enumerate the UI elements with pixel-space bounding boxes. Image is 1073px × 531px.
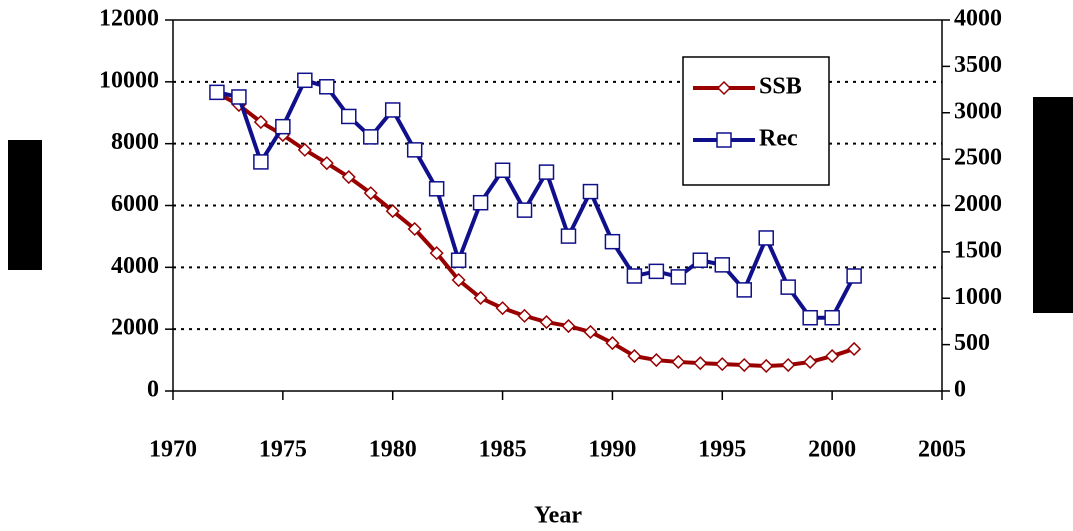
marker bbox=[407, 221, 422, 237]
marker bbox=[363, 186, 378, 201]
marker bbox=[494, 162, 511, 179]
marker bbox=[780, 279, 796, 295]
marker bbox=[385, 204, 400, 219]
marker bbox=[473, 290, 488, 306]
marker bbox=[538, 164, 555, 180]
marker bbox=[406, 142, 423, 158]
marker bbox=[516, 202, 533, 218]
marker bbox=[362, 129, 379, 145]
x-tick-label: 2005 bbox=[918, 437, 966, 463]
marker bbox=[671, 354, 686, 369]
marker bbox=[583, 324, 598, 340]
y2-tick-label: 2500 bbox=[954, 145, 1002, 171]
marker bbox=[736, 282, 753, 298]
marker bbox=[384, 102, 401, 118]
y-tick-label: 4000 bbox=[111, 253, 159, 279]
redacted-label bbox=[8, 140, 42, 270]
marker bbox=[716, 80, 732, 96]
y-tick-label: 8000 bbox=[111, 129, 159, 155]
marker bbox=[253, 154, 269, 170]
y-tick-label: 2000 bbox=[111, 315, 159, 341]
marker bbox=[253, 114, 268, 130]
y2-tick-label: 0 bbox=[954, 377, 966, 403]
marker bbox=[825, 349, 840, 364]
marker bbox=[715, 357, 730, 372]
marker bbox=[714, 257, 731, 273]
marker bbox=[517, 308, 532, 323]
y-tick-label: 10000 bbox=[99, 67, 159, 93]
marker bbox=[275, 118, 291, 135]
marker bbox=[495, 301, 510, 316]
y-tick-label: 12000 bbox=[99, 6, 159, 32]
y2-tick-label: 1500 bbox=[954, 237, 1002, 263]
redacted-label bbox=[1033, 97, 1073, 313]
marker bbox=[209, 84, 225, 101]
legend-label: SSB bbox=[759, 74, 802, 100]
marker bbox=[758, 230, 774, 246]
x-axis-title: Year bbox=[534, 503, 582, 529]
marker bbox=[824, 309, 840, 326]
marker bbox=[428, 181, 445, 197]
marker bbox=[693, 356, 708, 371]
marker bbox=[649, 353, 664, 368]
marker bbox=[737, 357, 752, 373]
marker bbox=[297, 72, 313, 89]
marker bbox=[341, 169, 356, 185]
y-tick-label: 6000 bbox=[111, 191, 159, 217]
y2-tick-label: 2000 bbox=[954, 191, 1002, 217]
marker bbox=[429, 246, 444, 261]
marker bbox=[692, 252, 709, 268]
legend: SSB Rec bbox=[682, 56, 830, 186]
x-tick-label: 1995 bbox=[698, 437, 746, 463]
y-tick-label: 0 bbox=[147, 377, 159, 403]
x-tick-label: 1975 bbox=[259, 437, 307, 463]
marker bbox=[627, 349, 642, 364]
marker bbox=[781, 357, 796, 373]
marker bbox=[297, 142, 312, 157]
y2-tick-label: 3000 bbox=[954, 98, 1002, 124]
marker bbox=[716, 132, 732, 148]
marker bbox=[846, 268, 862, 284]
x-tick-label: 2000 bbox=[808, 437, 856, 463]
marker bbox=[231, 89, 247, 105]
marker bbox=[802, 309, 818, 326]
x-tick-label: 1980 bbox=[369, 437, 417, 463]
marker bbox=[450, 252, 467, 268]
marker bbox=[582, 183, 599, 200]
marker bbox=[451, 272, 466, 288]
legend-box bbox=[682, 56, 830, 186]
marker bbox=[472, 194, 489, 211]
marker bbox=[605, 336, 620, 351]
y2-tick-label: 1000 bbox=[954, 284, 1002, 310]
marker bbox=[539, 314, 554, 330]
marker bbox=[847, 341, 862, 357]
marker bbox=[803, 354, 818, 369]
marker bbox=[670, 269, 687, 285]
marker bbox=[759, 358, 774, 374]
x-tick-label: 1990 bbox=[588, 437, 636, 463]
marker bbox=[319, 156, 334, 171]
marker bbox=[561, 319, 576, 334]
y2-tick-label: 3500 bbox=[954, 52, 1002, 78]
legend-label: Rec bbox=[759, 126, 798, 152]
x-tick-label: 1970 bbox=[149, 437, 197, 463]
x-tick-label: 1985 bbox=[479, 437, 527, 463]
marker bbox=[648, 263, 665, 280]
y2-tick-label: 500 bbox=[954, 330, 990, 356]
marker bbox=[319, 79, 335, 95]
marker bbox=[604, 233, 621, 250]
marker bbox=[560, 228, 577, 244]
y2-tick-label: 4000 bbox=[954, 6, 1002, 32]
marker bbox=[341, 108, 357, 125]
marker bbox=[626, 268, 643, 284]
